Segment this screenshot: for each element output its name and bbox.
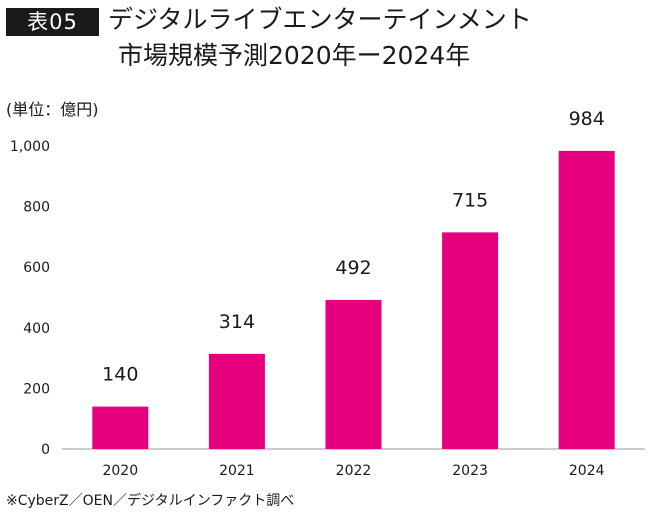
y-tick-label: 800 <box>23 200 50 216</box>
y-tick-label: 400 <box>23 321 50 337</box>
bar <box>558 150 615 449</box>
bar-value-label: 492 <box>335 257 371 279</box>
x-tick-label: 2020 <box>102 463 138 479</box>
source-note: ※CyberZ／OEN／デジタルインファクト調べ <box>6 493 295 509</box>
chart-title-line-1: デジタルライブエンターテインメント <box>108 5 532 34</box>
y-axis-unit-label: (単位：億円) <box>6 100 99 119</box>
x-tick-label: 2024 <box>569 463 605 479</box>
y-tick-label: 0 <box>41 442 50 458</box>
x-tick-label: 2023 <box>452 463 488 479</box>
chart-title: デジタルライブエンターテインメント 市場規模予測2020年ー2024年 <box>108 2 648 74</box>
table-number-badge: 表05 <box>6 8 99 36</box>
x-tick-label: 2021 <box>219 463 255 479</box>
bar <box>325 299 382 449</box>
bar <box>442 232 499 449</box>
y-tick-label: 600 <box>23 260 50 276</box>
x-tick-label: 2022 <box>336 463 372 479</box>
bar-value-label: 140 <box>102 364 138 386</box>
y-tick-label: 200 <box>23 381 50 397</box>
bar-value-label: 984 <box>569 108 605 130</box>
bar <box>208 353 265 449</box>
bar <box>92 406 149 449</box>
bar-value-label: 715 <box>452 189 488 211</box>
y-tick-label: 1,000 <box>10 139 50 155</box>
chart-title-line-2: 市場規模予測2020年ー2024年 <box>118 41 471 70</box>
bar-value-label: 314 <box>219 311 255 333</box>
